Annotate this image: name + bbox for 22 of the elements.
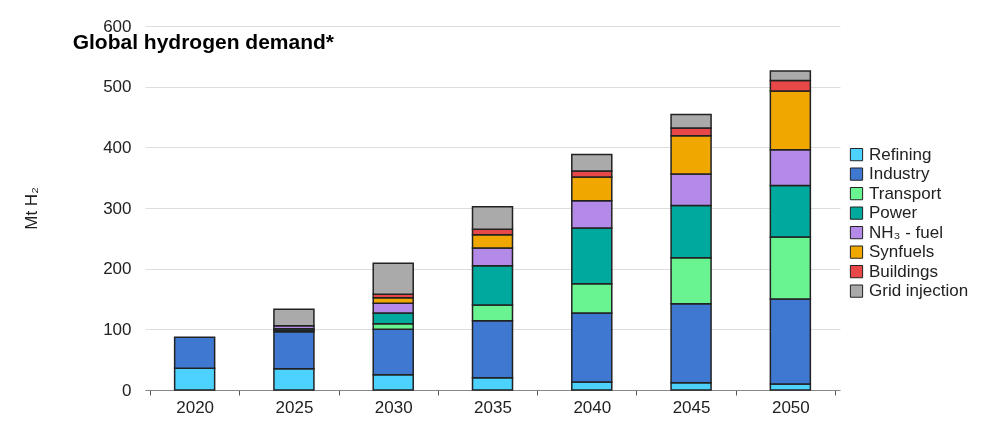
x-tick-label: 2020 [176, 397, 215, 417]
legend-label: Refining [869, 144, 932, 164]
y-tick-label: 100 [103, 319, 132, 339]
legend-label: Synfuels [869, 242, 935, 262]
x-tick-label: 2045 [672, 397, 711, 417]
legend-label: Transport [869, 183, 942, 203]
y-tick-label: 300 [103, 198, 132, 218]
x-tick-label: 2025 [275, 397, 314, 417]
y-axis-title: Mt H₂ [22, 187, 42, 230]
x-tick-label: 2035 [474, 397, 512, 417]
legend-label: NH₃ - fuel [869, 222, 943, 242]
y-tick-label: 400 [103, 137, 132, 157]
y-tick-label: 200 [103, 259, 132, 279]
legend-label: Buildings [869, 261, 938, 281]
legend-label: Grid injection [869, 281, 969, 301]
x-tick-label: 2030 [374, 397, 413, 417]
y-tick-label: 500 [103, 77, 132, 97]
legend-label: Industry [869, 164, 930, 184]
x-tick-label: 2040 [573, 397, 612, 417]
y-tick-label: 0 [122, 380, 132, 400]
x-tick-label: 2050 [771, 397, 810, 417]
legend-label: Power [869, 203, 918, 223]
